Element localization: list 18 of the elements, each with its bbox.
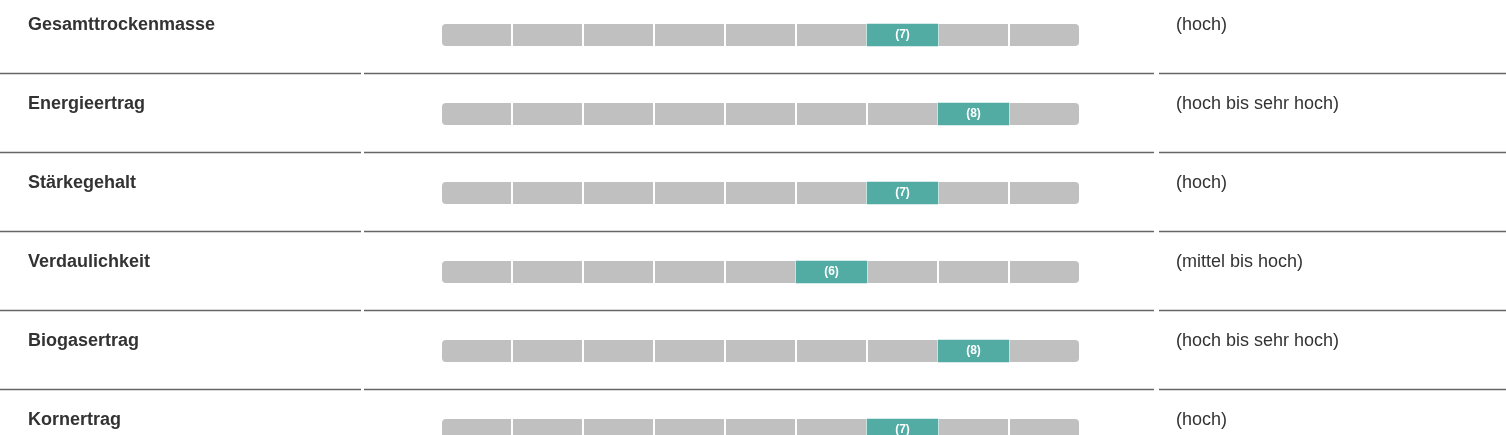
category-label: (hoch) bbox=[1176, 408, 1228, 429]
category-label: Biogasertrag bbox=[28, 329, 140, 350]
category-label: (mittel bis hoch) bbox=[1176, 250, 1304, 271]
category-label: (hoch bis sehr hoch) bbox=[1176, 329, 1340, 350]
data-label: (8) bbox=[966, 343, 981, 358]
category-label: (hoch bis sehr hoch) bbox=[1176, 92, 1340, 113]
data-label: (7) bbox=[895, 422, 910, 435]
category-label: Kornertrag bbox=[28, 408, 122, 429]
category-label: Energieertrag bbox=[28, 92, 146, 113]
category-label: Gesamttrockenmasse bbox=[28, 13, 216, 34]
category-label: Stärkegehalt bbox=[28, 171, 137, 192]
data-label: (7) bbox=[895, 185, 910, 200]
data-label: (6) bbox=[824, 264, 839, 279]
category-label: Verdaulichkeit bbox=[28, 250, 151, 271]
data-label: (7) bbox=[895, 27, 910, 42]
category-label: (hoch) bbox=[1176, 171, 1228, 192]
data-label: (8) bbox=[966, 106, 981, 121]
category-label: (hoch) bbox=[1176, 13, 1228, 34]
